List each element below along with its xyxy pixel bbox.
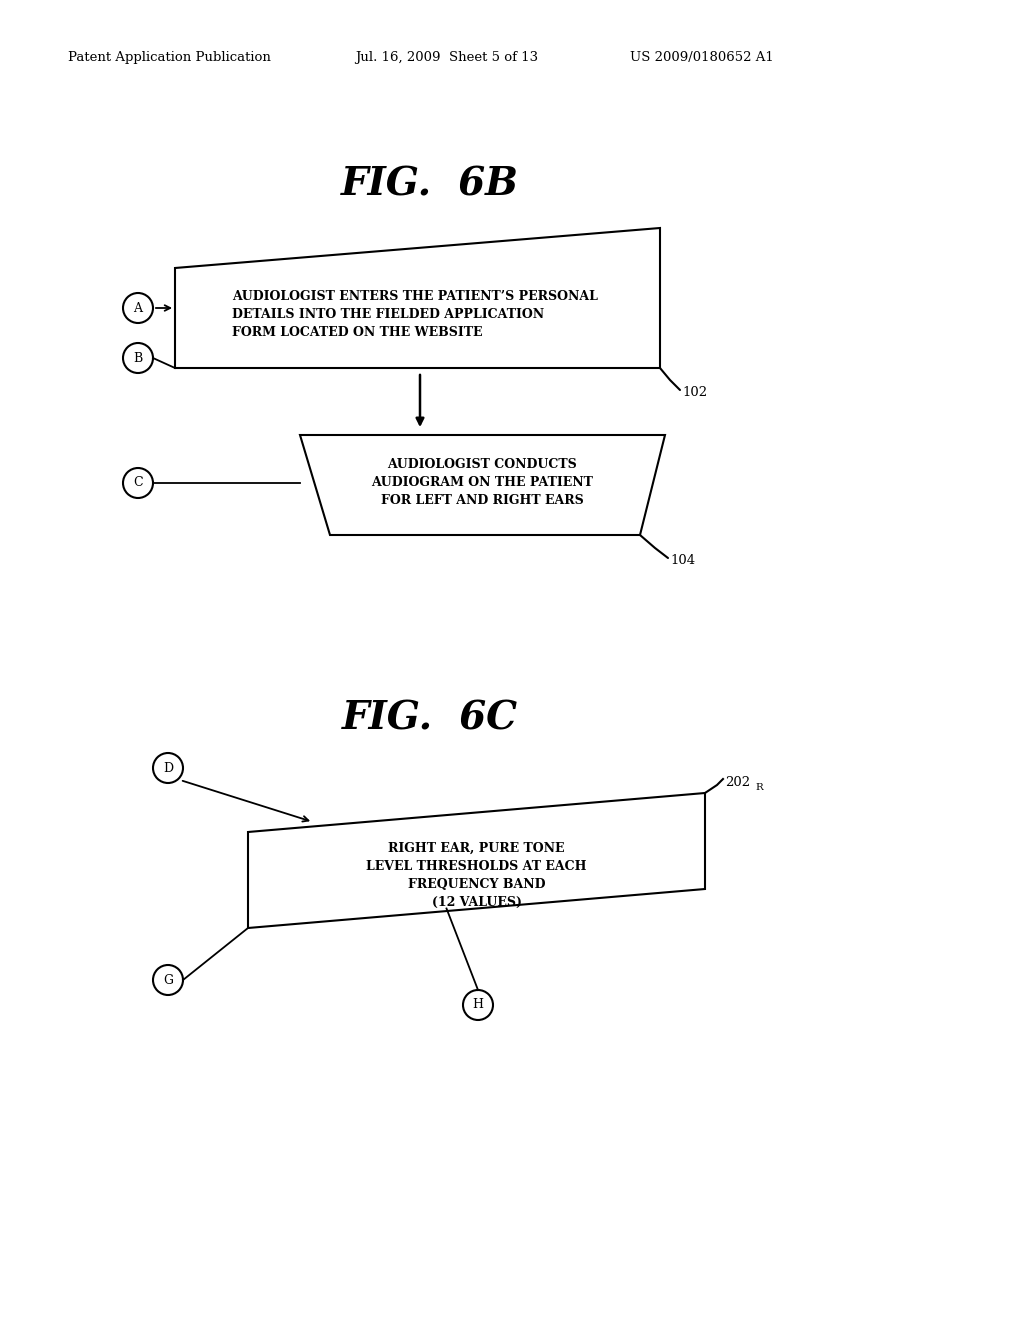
Text: C: C	[133, 477, 142, 490]
Text: H: H	[472, 998, 483, 1011]
Text: R: R	[755, 783, 763, 792]
Text: D: D	[163, 762, 173, 775]
Text: Patent Application Publication: Patent Application Publication	[68, 51, 271, 65]
Text: FIG.  6B: FIG. 6B	[341, 166, 519, 205]
Text: 104: 104	[670, 553, 695, 566]
Text: 102: 102	[682, 385, 708, 399]
Text: FIG.  6C: FIG. 6C	[342, 700, 518, 737]
Text: Jul. 16, 2009  Sheet 5 of 13: Jul. 16, 2009 Sheet 5 of 13	[355, 51, 539, 65]
Text: AUDIOLOGIST ENTERS THE PATIENT’S PERSONAL
DETAILS INTO THE FIELDED APPLICATION
F: AUDIOLOGIST ENTERS THE PATIENT’S PERSONA…	[232, 290, 598, 339]
Text: US 2009/0180652 A1: US 2009/0180652 A1	[630, 51, 774, 65]
Text: G: G	[163, 974, 173, 986]
Text: 202: 202	[725, 776, 751, 789]
Text: AUDIOLOGIST CONDUCTS
AUDIOGRAM ON THE PATIENT
FOR LEFT AND RIGHT EARS: AUDIOLOGIST CONDUCTS AUDIOGRAM ON THE PA…	[371, 458, 593, 507]
Text: A: A	[133, 301, 142, 314]
Text: RIGHT EAR, PURE TONE
LEVEL THRESHOLDS AT EACH
FREQUENCY BAND
(12 VALUES): RIGHT EAR, PURE TONE LEVEL THRESHOLDS AT…	[367, 842, 587, 908]
Text: B: B	[133, 351, 142, 364]
